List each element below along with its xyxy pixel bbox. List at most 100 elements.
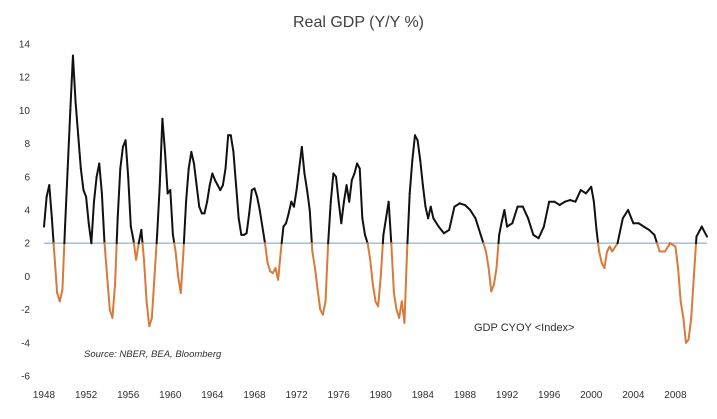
series-segment xyxy=(497,233,501,245)
series-segment xyxy=(579,189,587,195)
series-segment xyxy=(390,242,395,294)
series-segment xyxy=(442,228,451,235)
series-segment xyxy=(677,267,682,303)
series-segment xyxy=(487,267,493,293)
x-tick-label: 1968 xyxy=(243,390,266,401)
series-segment xyxy=(495,242,500,270)
series-segment xyxy=(597,242,601,253)
y-tick-label: 14 xyxy=(19,40,31,51)
series-segment xyxy=(82,189,88,198)
series-segment xyxy=(432,217,440,228)
series-segment xyxy=(474,217,482,236)
series-segment xyxy=(408,159,414,195)
series-segment xyxy=(490,283,495,293)
series-segment xyxy=(256,195,261,211)
series-segment xyxy=(224,134,230,170)
series-segment xyxy=(203,200,209,215)
series-segment xyxy=(92,175,98,203)
series-segment xyxy=(695,225,703,238)
y-tick-label: 6 xyxy=(24,172,30,183)
series-segment xyxy=(150,275,156,319)
x-tick-label: 1976 xyxy=(328,390,351,401)
series-segment xyxy=(155,233,159,245)
series-segment xyxy=(100,192,106,245)
series-segment xyxy=(403,250,409,324)
series-segment xyxy=(421,184,427,208)
series-segment xyxy=(416,139,422,162)
series-segment xyxy=(603,250,609,270)
x-tick-label: 1992 xyxy=(496,390,519,401)
series-segment xyxy=(63,225,67,245)
series-segment xyxy=(303,172,309,192)
series-segment xyxy=(90,200,95,245)
x-tick-label: 2000 xyxy=(580,390,603,401)
series-segment xyxy=(115,217,119,245)
series-segment xyxy=(58,288,64,303)
series-segment xyxy=(261,225,266,245)
series-segment xyxy=(53,255,59,294)
y-tick-label: 10 xyxy=(19,106,31,117)
series-segment xyxy=(595,228,600,245)
series-segment xyxy=(348,179,353,203)
series-segment xyxy=(592,200,598,231)
series-segment xyxy=(311,250,316,270)
series-segment xyxy=(574,189,582,203)
series-segment xyxy=(48,184,53,220)
series-segment xyxy=(503,209,509,228)
x-tick-label: 1956 xyxy=(117,390,140,401)
y-tick-label: 2 xyxy=(24,239,30,250)
series-segment xyxy=(235,184,240,220)
x-tick-label: 2004 xyxy=(622,390,645,401)
gdp-series xyxy=(43,54,708,344)
series-segment xyxy=(598,250,603,265)
series-segment xyxy=(277,250,282,281)
series-segment xyxy=(679,300,685,319)
series-segment xyxy=(411,134,416,162)
series-segment xyxy=(300,145,306,175)
series-segment xyxy=(479,233,485,245)
y-tick-label: -4 xyxy=(21,338,30,349)
series-segment xyxy=(406,192,411,245)
series-segment xyxy=(185,167,190,203)
series-segment xyxy=(66,109,72,170)
series-segment xyxy=(50,217,55,245)
series-segment xyxy=(173,242,177,253)
series-segment xyxy=(192,162,198,187)
chart-title: Real GDP (Y/Y %) xyxy=(292,14,424,31)
series-segment xyxy=(453,202,461,208)
series-segment xyxy=(350,172,356,182)
series-segment xyxy=(258,209,264,228)
series-segment xyxy=(379,242,384,278)
series-segment xyxy=(492,267,498,286)
series-segment xyxy=(648,228,656,236)
y-axis-ticks: -6 -4 -2 0 2 4 6 8 10 12 14 xyxy=(19,40,31,383)
series-segment xyxy=(340,200,345,225)
series-segment xyxy=(195,184,201,208)
series-segment xyxy=(280,225,285,245)
source-note: Source: NBER, BEA, Bloomberg xyxy=(84,349,222,360)
series-segment xyxy=(321,300,327,316)
x-tick-label: 1984 xyxy=(412,390,435,401)
x-tick-label: 1960 xyxy=(159,390,182,401)
series-segment xyxy=(537,225,545,240)
series-segment xyxy=(171,233,176,245)
series-segment xyxy=(511,205,519,225)
series-segment xyxy=(521,205,530,220)
series-segment xyxy=(616,217,624,245)
series-segment xyxy=(253,187,259,198)
series-segment xyxy=(114,242,118,286)
series-segment xyxy=(248,189,253,215)
series-segment xyxy=(558,200,566,207)
y-tick-label: 0 xyxy=(24,272,30,283)
series-segment xyxy=(553,200,561,207)
series-segment xyxy=(387,200,393,245)
series-segment xyxy=(590,185,595,203)
y-tick-label: -2 xyxy=(21,305,30,316)
x-tick-label: 1996 xyxy=(538,390,561,401)
series-segment xyxy=(237,217,243,236)
series-segment xyxy=(135,242,140,261)
y-tick-label: -6 xyxy=(21,372,30,383)
series-segment xyxy=(182,200,188,245)
x-tick-label: 1952 xyxy=(75,390,98,401)
